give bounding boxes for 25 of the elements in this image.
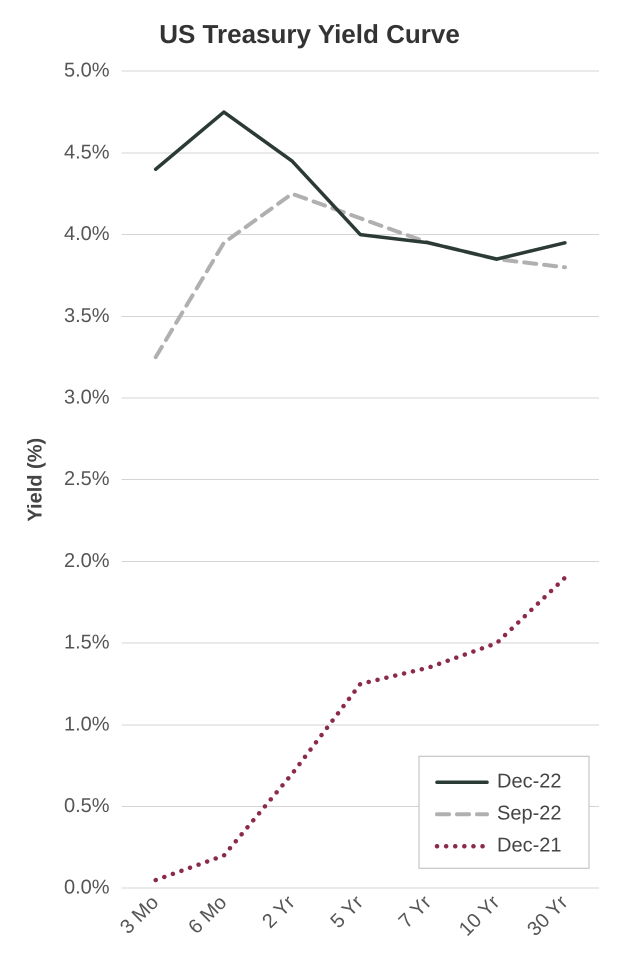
y-tick-label: 2.5%	[64, 468, 110, 490]
x-tick-label: 5 Yr	[326, 891, 368, 933]
y-tick-label: 2.0%	[64, 550, 110, 572]
x-tick-label: 3 Mo	[116, 892, 164, 939]
legend-label: Dec-22	[497, 770, 562, 793]
x-tick-label: 6 Mo	[184, 892, 232, 939]
x-tick-label: 10 Yr	[455, 891, 504, 941]
y-tick-label: 0.0%	[64, 876, 110, 899]
y-tick-label: 1.0%	[64, 713, 110, 736]
y-tick-label: 3.0%	[64, 386, 110, 409]
line-series	[153, 576, 568, 882]
x-tick-label: 2 Yr	[258, 891, 300, 933]
y-tick-label: 3.5%	[64, 304, 110, 327]
y-tick-label: 5.0%	[64, 60, 110, 82]
chart-title: US Treasury Yield Curve	[159, 18, 460, 49]
y-tick-label: 0.5%	[64, 795, 110, 818]
y-tick-label: 4.5%	[64, 141, 110, 164]
x-tick-label: 30 Yr	[523, 891, 573, 941]
y-axis-title: Yield (%)	[24, 438, 47, 522]
y-tick-label: 4.0%	[64, 223, 110, 246]
legend-label: Sep-22	[497, 802, 562, 825]
y-tick-label: 1.5%	[64, 632, 110, 654]
legend-label: Dec-21	[497, 834, 562, 857]
x-tick-label: 7 Yr	[394, 891, 436, 933]
line-series	[154, 192, 567, 360]
